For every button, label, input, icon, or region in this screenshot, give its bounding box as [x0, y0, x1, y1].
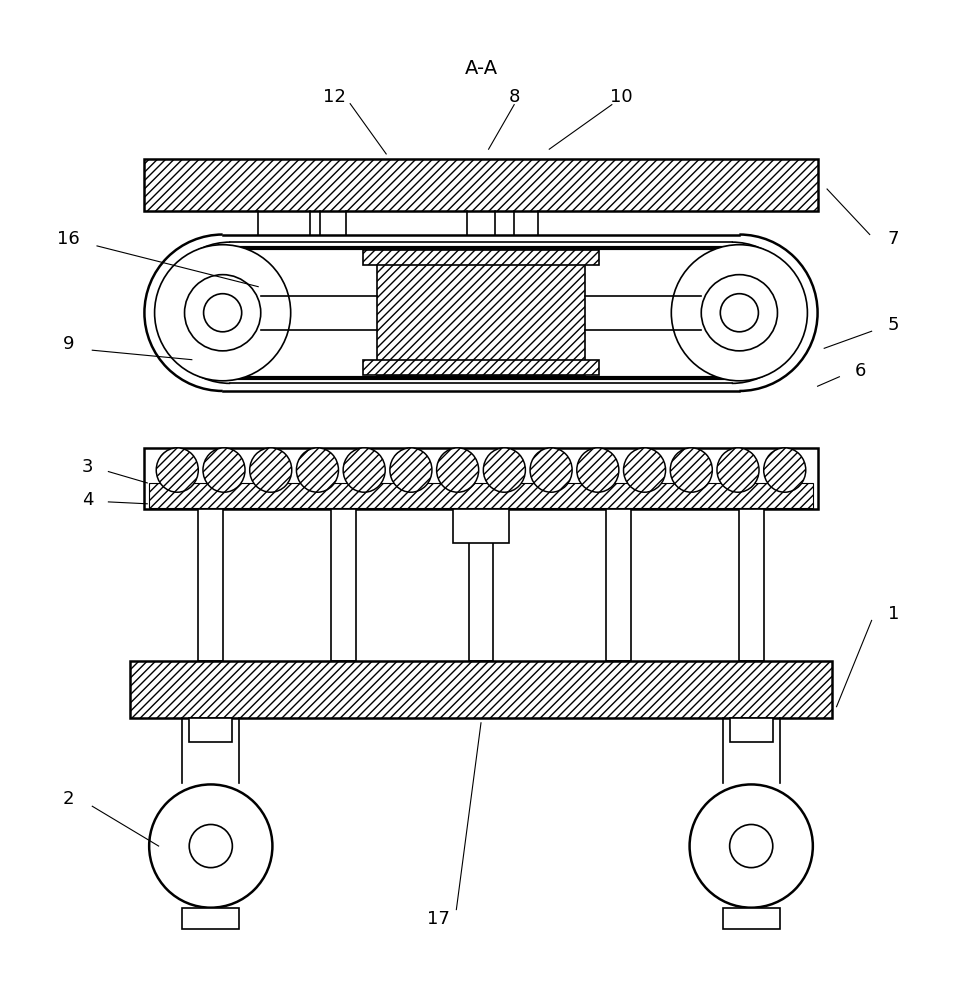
Text: 9: 9 — [62, 335, 74, 353]
Text: 4: 4 — [82, 491, 93, 509]
Bar — [130, 661, 831, 718]
Circle shape — [204, 294, 241, 332]
Circle shape — [701, 275, 776, 351]
Ellipse shape — [436, 448, 479, 492]
Text: 1: 1 — [887, 605, 899, 623]
Text: 12: 12 — [322, 88, 345, 106]
Bar — [331, 509, 356, 661]
Ellipse shape — [389, 448, 431, 492]
Text: 2: 2 — [62, 790, 74, 808]
Bar — [738, 509, 763, 661]
Text: 10: 10 — [609, 88, 632, 106]
Text: 6: 6 — [853, 362, 865, 380]
Ellipse shape — [343, 448, 384, 492]
Text: A-A: A-A — [464, 59, 497, 78]
Circle shape — [720, 294, 757, 332]
Bar — [149, 483, 812, 508]
Ellipse shape — [530, 448, 572, 492]
Bar — [189, 718, 232, 742]
Ellipse shape — [203, 448, 245, 492]
Bar — [729, 718, 772, 742]
Ellipse shape — [623, 448, 665, 492]
Bar — [198, 509, 223, 661]
Ellipse shape — [577, 448, 618, 492]
Ellipse shape — [670, 448, 711, 492]
Circle shape — [155, 245, 290, 381]
Circle shape — [728, 824, 772, 868]
Circle shape — [149, 784, 272, 908]
Ellipse shape — [156, 448, 198, 492]
Circle shape — [185, 275, 260, 351]
Bar — [144, 159, 817, 211]
Bar — [722, 908, 778, 929]
Text: 17: 17 — [427, 910, 450, 928]
Bar — [144, 448, 817, 509]
Text: 7: 7 — [887, 230, 899, 248]
Bar — [363, 360, 598, 375]
Circle shape — [189, 824, 233, 868]
Ellipse shape — [482, 448, 525, 492]
Text: 16: 16 — [57, 230, 80, 248]
Text: 8: 8 — [508, 88, 519, 106]
Ellipse shape — [296, 448, 338, 492]
Ellipse shape — [763, 448, 805, 492]
Bar — [183, 908, 239, 929]
Circle shape — [689, 784, 812, 908]
Bar — [468, 509, 493, 661]
Bar — [377, 250, 584, 375]
Text: 5: 5 — [887, 316, 899, 334]
Circle shape — [671, 245, 806, 381]
Bar — [605, 509, 630, 661]
Ellipse shape — [250, 448, 291, 492]
Text: 3: 3 — [82, 458, 93, 476]
Bar — [452, 509, 509, 543]
Bar — [363, 250, 598, 265]
Ellipse shape — [716, 448, 758, 492]
